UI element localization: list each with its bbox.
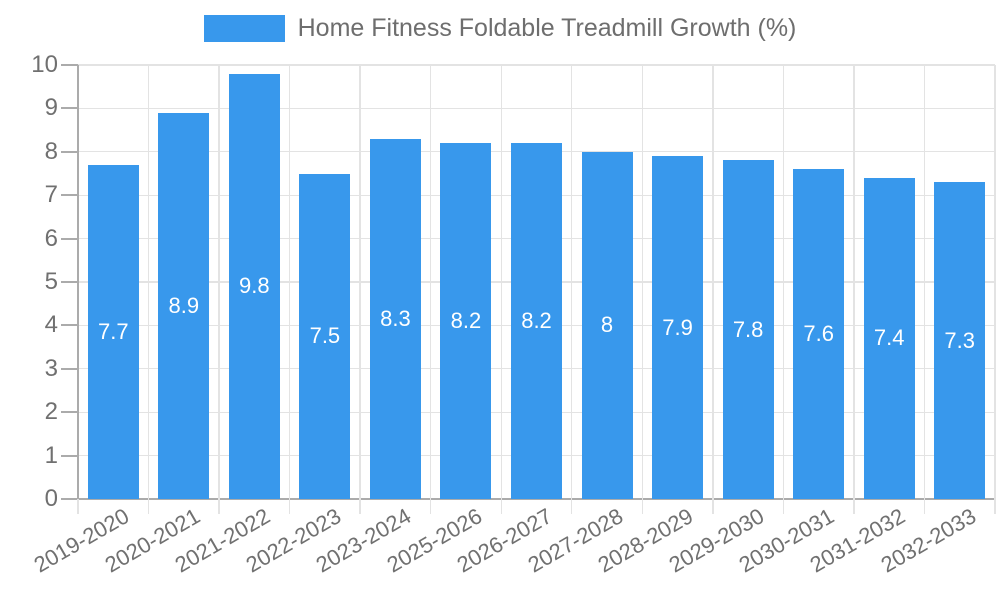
bar	[581, 151, 633, 499]
bar-value-label: 8.2	[450, 308, 482, 334]
gridline-vertical	[923, 65, 926, 499]
legend-swatch[interactable]	[203, 14, 285, 42]
bar-value-label: 7.6	[803, 321, 834, 347]
y-tick-label: 9	[44, 94, 58, 122]
y-tick-mark	[61, 64, 78, 66]
bar	[158, 112, 210, 499]
x-tick-mark	[712, 499, 714, 514]
x-tick-mark	[571, 499, 573, 514]
x-tick-mark	[782, 499, 785, 514]
gridline-vertical	[994, 65, 996, 499]
bar	[652, 156, 704, 499]
x-tick-mark	[288, 499, 291, 514]
y-tick-label: 3	[44, 354, 58, 382]
legend-label[interactable]: Home Fitness Foldable Treadmill Growth (…	[297, 14, 797, 42]
y-tick-label: 8	[44, 137, 58, 165]
x-tick-mark	[77, 499, 79, 514]
gridline-horizontal	[78, 107, 995, 110]
bar-value-label: 8.9	[168, 292, 200, 318]
y-tick-label: 5	[44, 268, 58, 295]
y-tick-label: 2	[44, 398, 58, 426]
x-tick-mark	[641, 499, 643, 514]
gridline-vertical	[288, 65, 291, 499]
gridline-vertical	[571, 65, 573, 499]
bar-value-label: 8	[600, 312, 614, 338]
gridline-vertical	[641, 65, 643, 499]
x-tick-mark	[923, 499, 926, 514]
bar-value-label: 7.4	[873, 325, 905, 351]
gridline-vertical	[712, 65, 714, 499]
y-tick-label: 7	[44, 181, 58, 209]
y-tick-mark	[61, 324, 78, 327]
gridline-vertical	[500, 65, 502, 499]
x-tick-mark	[429, 499, 432, 514]
bar	[722, 160, 774, 499]
x-axis-line	[78, 498, 995, 500]
bar-value-label: 7.3	[944, 327, 976, 353]
y-tick-label: 6	[44, 224, 58, 252]
chart-legend: Home Fitness Foldable Treadmill Growth (…	[0, 13, 1000, 43]
bar-value-label: 8.2	[521, 308, 552, 334]
y-tick-label: 0	[44, 485, 58, 512]
y-tick-mark	[61, 498, 78, 500]
bar-value-label: 7.7	[97, 318, 129, 344]
gridline-vertical	[782, 65, 785, 499]
bar-value-label: 7.5	[309, 323, 341, 349]
bar	[228, 73, 280, 499]
gridline-vertical	[359, 65, 361, 499]
bar	[511, 143, 562, 499]
x-tick-mark	[147, 499, 150, 514]
y-tick-mark	[61, 281, 78, 283]
y-tick-mark	[61, 107, 78, 110]
bar-value-label: 9.8	[239, 273, 270, 299]
bar-value-label: 7.9	[662, 314, 693, 340]
x-tick-mark	[218, 499, 220, 514]
y-tick-mark	[61, 150, 78, 153]
bar-value-label: 7.8	[732, 316, 764, 342]
y-axis-line	[77, 65, 79, 499]
bar	[440, 143, 492, 499]
bar	[934, 182, 986, 499]
x-tick-mark	[359, 499, 361, 514]
y-tick-mark	[61, 454, 78, 457]
gridline-horizontal	[78, 64, 995, 66]
y-tick-mark	[61, 237, 78, 240]
gridline-vertical	[429, 65, 432, 499]
y-tick-mark	[61, 411, 78, 414]
x-tick-mark	[994, 499, 996, 514]
bar	[87, 164, 139, 499]
bar	[863, 177, 915, 499]
bar-value-label: 8.3	[380, 305, 411, 331]
gridline-vertical	[147, 65, 150, 499]
gridline-vertical	[853, 65, 855, 499]
y-tick-label: 1	[44, 441, 58, 469]
bar	[369, 138, 421, 499]
y-tick-mark	[61, 367, 78, 370]
x-tick-mark	[500, 499, 502, 514]
bar	[299, 173, 351, 499]
y-tick-mark	[61, 194, 78, 197]
x-tick-mark	[853, 499, 855, 514]
y-tick-label: 10	[31, 51, 58, 78]
bar	[793, 169, 845, 499]
gridline-vertical	[218, 65, 220, 499]
y-tick-label: 4	[44, 311, 58, 339]
